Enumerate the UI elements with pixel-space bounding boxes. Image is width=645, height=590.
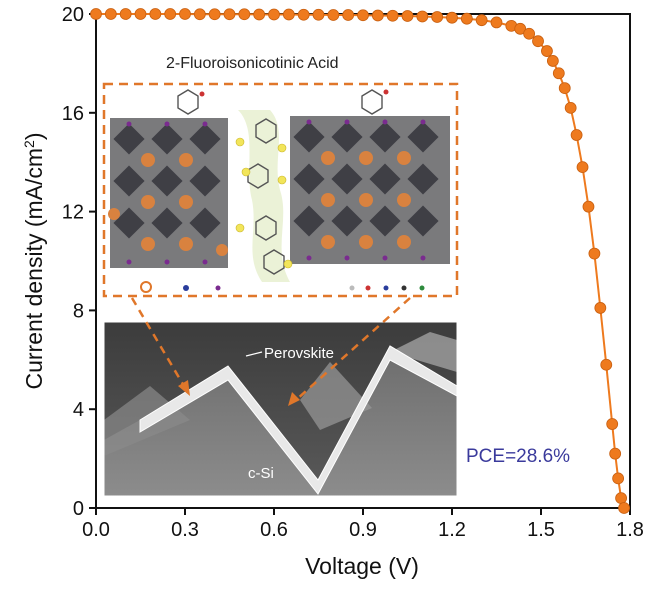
y-tick-label: 4 xyxy=(73,399,84,421)
interface-molecule-band xyxy=(235,110,293,282)
data-point xyxy=(342,9,355,21)
data-point xyxy=(208,8,221,21)
data-point xyxy=(475,14,488,27)
x-tick-label: 0.3 xyxy=(171,519,199,541)
perovskite-lattice-right xyxy=(290,116,450,264)
data-point xyxy=(612,472,625,485)
y-axis-title-main: Current density (mA/cm xyxy=(21,148,47,390)
data-point xyxy=(90,8,102,20)
data-point xyxy=(606,418,619,430)
connector-arrowheads xyxy=(178,380,300,406)
y-tick-label: 8 xyxy=(73,300,84,322)
arrowhead-left xyxy=(178,380,190,396)
molecule-name-label: 2-Fluoroisonicotinic Acid xyxy=(166,55,339,72)
data-point xyxy=(615,492,627,505)
atom-legend-dots xyxy=(140,281,425,293)
y-tick-label: 12 xyxy=(62,202,84,224)
data-point xyxy=(446,11,458,24)
data-point xyxy=(119,8,132,20)
data-point xyxy=(552,67,565,80)
data-point xyxy=(541,45,553,57)
data-point xyxy=(312,8,325,21)
silicon-pyramid-bulk xyxy=(104,352,457,496)
arrowhead-right xyxy=(288,392,300,406)
sem-cross-section-inset: Perovskite c-Si xyxy=(103,321,458,497)
data-point xyxy=(238,8,251,21)
data-point xyxy=(490,16,503,29)
connector-arrow-left xyxy=(130,297,186,387)
x-tick-label: 0.9 xyxy=(349,519,377,541)
data-point xyxy=(253,8,266,21)
data-point xyxy=(558,82,571,94)
x-tick-label: 1.5 xyxy=(527,519,555,541)
data-point xyxy=(297,8,310,21)
y-axis-title: Current density (mA/cm2) xyxy=(21,132,47,389)
x-axis-ticks: 0.0 0.3 0.6 0.9 1.2 1.5 1.8 xyxy=(82,508,644,541)
pce-label: PCE=28.6% xyxy=(466,446,570,467)
data-point xyxy=(282,8,295,21)
data-point xyxy=(134,8,147,20)
data-point xyxy=(594,302,607,314)
y-tick-label: 20 xyxy=(62,4,84,26)
data-point xyxy=(564,101,577,114)
data-point xyxy=(223,8,236,21)
data-point xyxy=(588,247,601,260)
data-point xyxy=(401,10,414,22)
x-tick-label: 0.6 xyxy=(260,519,288,541)
data-point xyxy=(460,12,473,25)
perovskite-label-leader xyxy=(245,351,263,357)
x-tick-label: 0.0 xyxy=(82,519,110,541)
data-point xyxy=(164,8,177,20)
molecule-icon xyxy=(177,89,383,115)
molecular-inset xyxy=(102,82,459,298)
data-point xyxy=(193,8,206,21)
y-tick-label: 0 xyxy=(73,498,84,520)
data-point xyxy=(416,10,429,23)
data-point xyxy=(582,200,595,213)
data-point xyxy=(431,11,444,23)
y-tick-label: 16 xyxy=(62,103,84,125)
data-point xyxy=(600,358,613,371)
sem-image-border xyxy=(103,321,458,497)
data-point xyxy=(104,8,117,20)
y-axis-ticks: 0 4 8 12 16 20 xyxy=(62,4,96,520)
y-axis-title-superscript: 2 xyxy=(21,140,37,148)
data-point xyxy=(570,129,583,141)
data-point xyxy=(609,447,622,460)
connector-arrow-right xyxy=(295,297,411,401)
data-point xyxy=(149,8,162,20)
jv-series xyxy=(90,8,630,514)
data-point xyxy=(179,8,191,20)
x-tick-label: 1.8 xyxy=(616,519,644,541)
data-point xyxy=(371,9,384,22)
perovskite-label: Perovskite xyxy=(264,345,334,362)
data-point xyxy=(546,55,559,67)
y-axis-title-suffix: ) xyxy=(21,132,47,140)
data-point xyxy=(618,502,630,514)
x-tick-label: 1.2 xyxy=(438,519,466,541)
silicon-label: c-Si xyxy=(248,465,274,482)
data-point xyxy=(386,9,399,22)
inset-connector-arrows xyxy=(130,297,411,401)
molecular-inset-border xyxy=(102,82,459,298)
data-point xyxy=(514,22,527,35)
data-point xyxy=(357,9,369,22)
perovskite-lattice-left xyxy=(108,118,228,268)
data-point xyxy=(523,27,536,40)
data-point xyxy=(327,9,340,21)
x-axis-title: Voltage (V) xyxy=(305,553,419,579)
data-point xyxy=(576,161,589,174)
data-point xyxy=(532,35,544,48)
data-point xyxy=(268,8,280,21)
